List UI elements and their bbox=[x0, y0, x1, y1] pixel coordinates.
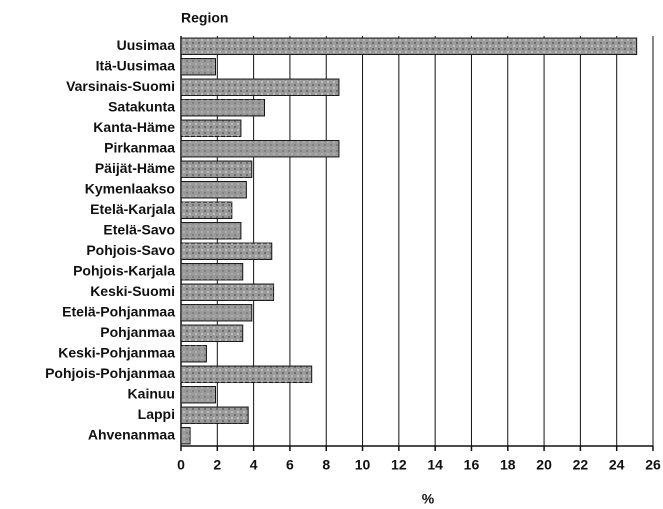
bar-texture bbox=[181, 120, 241, 137]
y-tick-label: Pirkanmaa bbox=[104, 139, 175, 155]
x-tick-label: 18 bbox=[500, 457, 516, 473]
x-tick-label: 26 bbox=[645, 457, 661, 473]
bar-texture bbox=[181, 263, 243, 280]
bar-texture bbox=[181, 243, 272, 260]
y-tick-label: Itä-Uusimaa bbox=[96, 57, 176, 73]
y-tick-label: Keski-Pohjanmaa bbox=[58, 344, 175, 360]
x-tick-label: 16 bbox=[464, 457, 480, 473]
x-tick-label: 20 bbox=[536, 457, 552, 473]
y-tick-label: Pohjois-Savo bbox=[86, 242, 175, 258]
x-tick-label: 2 bbox=[213, 457, 221, 473]
bar-texture bbox=[181, 284, 274, 301]
bar-texture bbox=[181, 427, 191, 444]
y-tick-label: Uusimaa bbox=[117, 37, 176, 53]
y-tick-label: Ahvenanmaa bbox=[88, 426, 175, 442]
x-tick-label: 10 bbox=[355, 457, 371, 473]
y-tick-label: Pohjois-Karjala bbox=[73, 262, 175, 278]
y-tick-label: Kymenlaakso bbox=[85, 180, 175, 196]
bar-texture bbox=[181, 222, 241, 239]
x-tick-label: 8 bbox=[322, 457, 330, 473]
x-tick-label: 14 bbox=[427, 457, 443, 473]
bar-texture bbox=[181, 304, 252, 321]
bar-texture bbox=[181, 325, 243, 342]
bar-texture bbox=[181, 58, 216, 75]
bar-texture bbox=[181, 99, 265, 116]
x-tick-label: 12 bbox=[391, 457, 407, 473]
y-tick-label: Etelä-Savo bbox=[103, 221, 175, 237]
y-tick-label: Kanta-Häme bbox=[93, 119, 175, 135]
y-tick-label: Satakunta bbox=[108, 98, 175, 114]
y-tick-label: Pohjanmaa bbox=[100, 324, 175, 340]
bar-texture bbox=[181, 140, 339, 157]
x-axis-label: % bbox=[422, 491, 435, 507]
bar-texture bbox=[181, 79, 339, 96]
bar-texture bbox=[181, 202, 232, 219]
x-tick-label: 6 bbox=[286, 457, 294, 473]
x-tick-label: 24 bbox=[609, 457, 625, 473]
bar-texture bbox=[181, 407, 249, 424]
y-tick-label: Päijät-Häme bbox=[95, 160, 175, 176]
y-tick-label: Varsinais-Suomi bbox=[66, 78, 175, 94]
y-tick-label: Lappi bbox=[138, 406, 175, 422]
bar-texture bbox=[181, 161, 252, 178]
bar-texture bbox=[181, 181, 247, 198]
x-tick-label: 22 bbox=[573, 457, 589, 473]
x-tick-label: 4 bbox=[250, 457, 258, 473]
y-tick-label: Pohjois-Pohjanmaa bbox=[45, 365, 175, 381]
bar-texture bbox=[181, 386, 216, 403]
chart-title: Region bbox=[181, 10, 228, 26]
bar-texture bbox=[181, 38, 637, 55]
y-tick-label: Etelä-Pohjanmaa bbox=[62, 303, 175, 319]
y-tick-label: Keski-Suomi bbox=[90, 283, 175, 299]
y-tick-label: Etelä-Karjala bbox=[90, 201, 175, 217]
y-tick-label: Kainuu bbox=[128, 385, 175, 401]
bar-texture bbox=[181, 366, 312, 383]
x-tick-label: 0 bbox=[177, 457, 185, 473]
bar-texture bbox=[181, 345, 207, 362]
